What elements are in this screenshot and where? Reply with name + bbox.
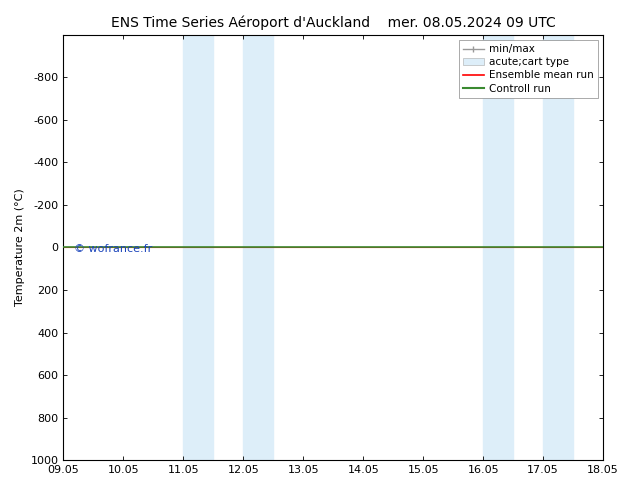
Bar — [543, 35, 573, 460]
Legend: min/max, acute;cart type, Ensemble mean run, Controll run: min/max, acute;cart type, Ensemble mean … — [459, 40, 598, 98]
Y-axis label: Temperature 2m (°C): Temperature 2m (°C) — [15, 189, 25, 306]
Title: ENS Time Series Aéroport d'Auckland    mer. 08.05.2024 09 UTC: ENS Time Series Aéroport d'Auckland mer.… — [111, 15, 555, 29]
Bar — [483, 35, 513, 460]
Text: © wofrance.fr: © wofrance.fr — [74, 244, 152, 254]
Bar — [243, 35, 273, 460]
Bar — [183, 35, 213, 460]
